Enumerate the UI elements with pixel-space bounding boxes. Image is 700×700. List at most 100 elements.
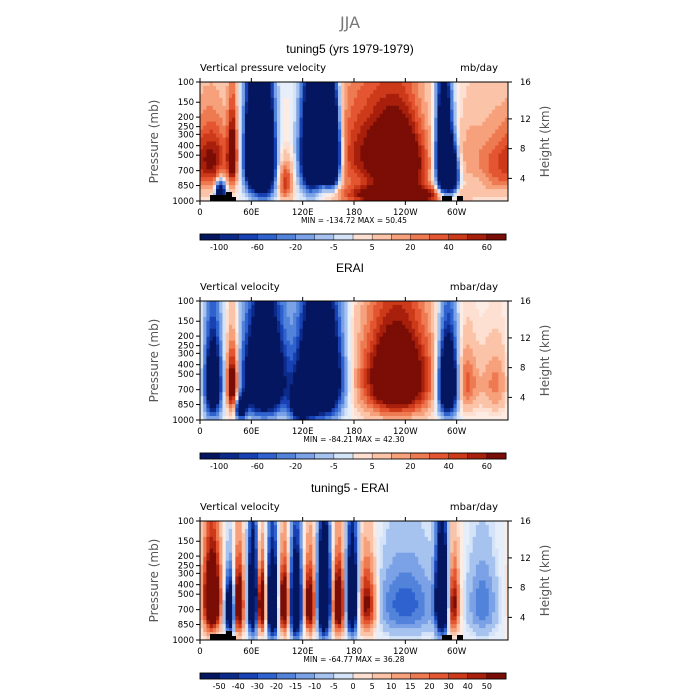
heatmap-cell bbox=[443, 348, 448, 353]
heatmap-cell bbox=[347, 109, 352, 115]
heatmap-cell bbox=[206, 360, 211, 365]
heatmap-cell bbox=[504, 85, 509, 91]
heatmap-cell bbox=[453, 101, 458, 107]
heatmap-cell bbox=[267, 328, 271, 334]
heatmap-cell bbox=[286, 312, 291, 318]
heatmap-cell bbox=[427, 380, 432, 385]
heatmap-cell bbox=[386, 380, 390, 385]
heatmap-cell bbox=[350, 332, 355, 338]
heatmap-cell bbox=[357, 161, 361, 166]
heatmap-cell bbox=[453, 141, 458, 146]
heatmap-cell bbox=[466, 177, 470, 182]
heatmap-cell bbox=[482, 360, 486, 365]
heatmap-cell bbox=[466, 340, 470, 346]
heatmap-cell bbox=[495, 117, 499, 123]
heatmap-cell bbox=[405, 133, 409, 138]
heatmap-cell bbox=[337, 344, 342, 349]
heatmap-cell bbox=[203, 384, 207, 389]
heatmap-cell bbox=[450, 197, 454, 202]
heatmap-cell bbox=[501, 380, 506, 385]
heatmap-cell bbox=[328, 304, 332, 310]
heatmap-cell bbox=[453, 82, 458, 87]
heatmap-cell bbox=[264, 360, 268, 365]
heatmap-cell bbox=[392, 376, 397, 381]
heatmap-cell bbox=[376, 376, 381, 381]
heatmap-cell bbox=[389, 308, 393, 314]
heatmap-cell bbox=[450, 97, 454, 103]
heatmap-cell bbox=[392, 125, 397, 130]
heatmap-cell bbox=[200, 105, 204, 111]
heatmap-cell bbox=[238, 328, 243, 334]
heatmap-cell bbox=[344, 352, 348, 357]
heatmap-cell bbox=[459, 360, 464, 365]
heatmap-cell bbox=[222, 304, 227, 310]
heatmap-cell bbox=[495, 304, 499, 310]
heatmap-cell bbox=[241, 109, 246, 115]
heatmap-cell bbox=[482, 153, 486, 158]
heatmap-cell bbox=[360, 145, 365, 150]
heatmap-cell bbox=[450, 125, 454, 130]
heatmap-cell bbox=[225, 344, 230, 349]
heatmap-cell bbox=[360, 316, 365, 322]
heatmap-cell bbox=[456, 360, 461, 365]
heatmap-cell bbox=[408, 324, 413, 330]
heatmap-cell bbox=[277, 133, 281, 138]
heatmap-cell bbox=[225, 384, 230, 389]
heatmap-cell bbox=[357, 133, 361, 138]
heatmap-cell bbox=[447, 89, 451, 95]
heatmap-cell bbox=[366, 133, 371, 138]
heatmap-cell bbox=[232, 173, 236, 178]
heatmap-cell bbox=[216, 301, 220, 306]
heatmap-cell bbox=[286, 360, 291, 365]
heatmap-cell bbox=[222, 189, 227, 194]
heatmap-cell bbox=[414, 308, 419, 314]
heatmap-cell bbox=[414, 173, 419, 178]
heatmap-cell bbox=[357, 348, 361, 353]
heatmap-cell bbox=[200, 344, 204, 349]
heatmap-cell bbox=[395, 177, 400, 182]
heatmap-cell bbox=[225, 324, 230, 330]
heatmap-cell bbox=[206, 301, 211, 306]
heatmap-cell bbox=[212, 125, 217, 130]
heatmap-cell bbox=[206, 368, 211, 373]
heatmap-cell bbox=[264, 165, 268, 170]
heatmap-cell bbox=[389, 332, 393, 338]
heatmap-cell bbox=[472, 324, 477, 330]
heatmap-cell bbox=[283, 129, 288, 134]
heatmap-cell bbox=[328, 105, 332, 111]
heatmap-cell bbox=[225, 153, 230, 158]
heatmap-cell bbox=[257, 177, 262, 182]
heatmap-cell bbox=[241, 153, 246, 158]
heatmap-cell bbox=[337, 157, 342, 162]
heatmap-cell bbox=[222, 372, 227, 377]
heatmap-cell bbox=[235, 328, 239, 334]
heatmap-cell bbox=[456, 85, 461, 91]
heatmap-cell bbox=[318, 193, 323, 198]
heatmap-cell bbox=[325, 141, 329, 146]
heatmap-cell bbox=[408, 364, 413, 369]
heatmap-cell bbox=[472, 316, 477, 322]
heatmap-cell bbox=[286, 85, 291, 91]
heatmap-cell bbox=[309, 372, 313, 377]
heatmap-cell bbox=[504, 117, 509, 123]
heatmap-cell bbox=[366, 109, 371, 115]
heatmap-cell bbox=[392, 117, 397, 123]
heatmap-cell bbox=[203, 320, 207, 326]
heatmap-cell bbox=[453, 364, 458, 369]
heatmap-cell bbox=[280, 185, 284, 190]
heatmap-cell bbox=[431, 308, 435, 314]
heatmap-cell bbox=[309, 328, 313, 334]
heatmap-cell bbox=[344, 181, 348, 186]
heatmap-cell bbox=[431, 328, 435, 334]
heatmap-cell bbox=[341, 332, 345, 338]
heatmap-cell bbox=[456, 145, 461, 150]
heatmap-cell bbox=[421, 113, 425, 119]
heatmap-cell bbox=[331, 165, 336, 170]
heatmap-cell bbox=[447, 332, 451, 338]
heatmap-cell bbox=[203, 368, 207, 373]
heatmap-cell bbox=[244, 89, 249, 95]
heatmap-cell bbox=[309, 301, 313, 306]
heatmap-cell bbox=[248, 332, 252, 338]
heatmap-cell bbox=[248, 376, 252, 381]
heatmap-cell bbox=[434, 141, 438, 146]
